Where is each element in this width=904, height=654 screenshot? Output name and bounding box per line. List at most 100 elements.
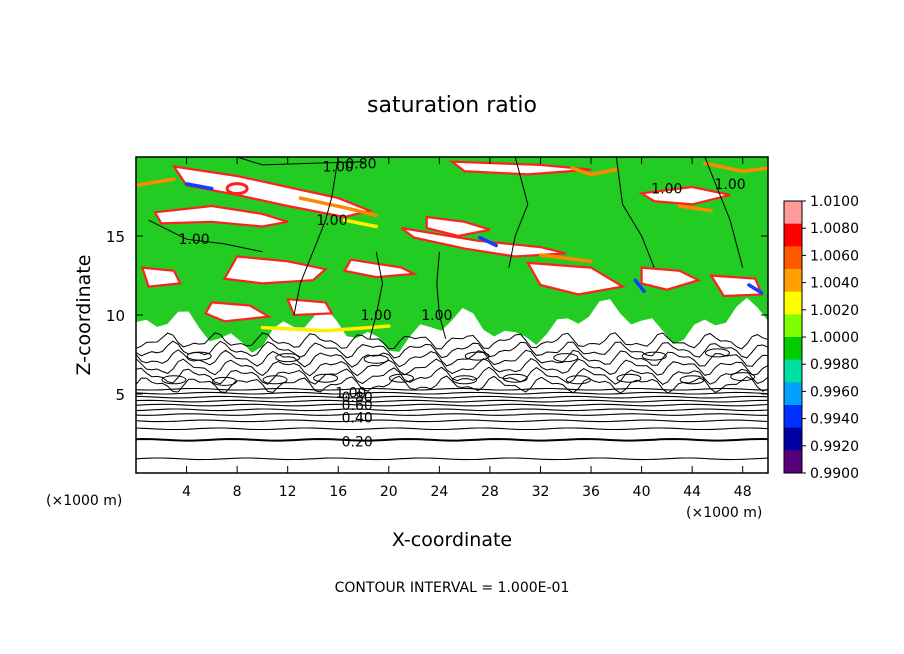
x-tick-label: 12 [279,484,297,500]
contour-line [436,251,447,339]
x-axis-label: X-coordinate [392,529,512,551]
contour-label: 1.00 [651,182,682,198]
contour-line [136,437,768,442]
subsaturated-patch [448,160,592,176]
contour-line [136,413,768,416]
contour-lines [136,157,768,461]
contour-eddy [363,354,389,364]
contour-line [136,427,768,431]
gradient-edge [570,166,619,177]
contour-eddy [553,353,579,363]
contour-line [136,403,768,407]
colorbar-label: 1.0100 [810,194,859,210]
subsaturated-patch [640,266,702,291]
colorbar-label: 1.0040 [810,276,859,292]
plot-area: 0.200.400.600.801.001.000.801.001.001.00… [135,156,769,474]
contour-label: 1.00 [323,159,354,175]
contour-label: 1.00 [361,308,392,324]
contour-eddy [275,353,301,363]
subsaturated-patch [286,297,334,317]
x-axis-ticks: 4 8 12 16 20 24 28 32 36 40 44 48 [182,157,752,500]
contour-label: 1.00 [316,213,347,229]
contour-eddy [679,375,705,385]
y-axis-label: Z-coordinate [73,255,95,376]
subsaturated-patch [140,266,182,288]
colorbar-swatch [784,246,802,270]
contour-eddy [502,373,528,383]
contour-eddy [388,373,414,383]
contour-line [615,157,655,268]
gradient-edge [478,235,498,248]
x-tick-label: 44 [683,484,701,500]
x-tick-label: 16 [329,484,347,500]
colorbar-swatch [784,382,802,406]
contour-line [704,157,744,268]
x-unit-left: (×1000 m) [46,493,122,509]
colorbar-label: 0.9920 [810,439,859,455]
contour-line [136,340,768,359]
contour-eddy [161,375,187,385]
contour-eddy [730,372,756,382]
gradient-edge [184,182,214,191]
contour-line [148,219,263,253]
colorbar-label: 0.9960 [810,384,859,400]
contour-line [136,399,768,403]
gradient-edge [260,324,391,333]
colorbar-swatch [784,291,802,315]
y-axis-ticks: 5 10 15 [106,228,768,404]
x-tick-label: 32 [532,484,550,500]
contour-eddy [211,376,237,386]
contour-label: 0.80 [342,390,373,406]
x-tick-label: 20 [380,484,398,500]
gradient-edge [633,278,646,294]
contour-line [136,391,768,395]
saturation-field [136,157,768,473]
subsaturated-patch [638,185,731,206]
contour-eddy [704,348,730,358]
gradient-edge [538,253,593,264]
colorbar-swatch [784,450,802,474]
x-tick-label: 48 [734,484,752,500]
chart-title: saturation ratio [367,93,537,118]
contour-interval-note: CONTOUR INTERVAL = 1.000E-01 [335,580,570,596]
contour-label: 0.40 [342,411,373,427]
x-tick-label: 4 [182,484,191,500]
colorbar-swatch [784,405,802,429]
gradient-edge [677,204,713,213]
contour-label: 0.60 [342,398,373,414]
gradient-edge [342,218,378,229]
contour-label: 1.00 [335,385,366,401]
colorbar-swatch [784,223,802,247]
contour-line [136,375,768,394]
gradient-edge [747,283,764,295]
contour-eddy [186,351,212,361]
contour-line [136,349,768,368]
subsaturated-patch [222,255,328,285]
contour-label: 1.00 [421,308,452,324]
contour-labels: 0.200.400.600.801.001.000.801.001.001.00… [179,156,746,450]
contour-line [293,157,339,316]
colorbar-label: 0.9980 [810,357,859,373]
contour-line [369,251,384,339]
y-tick-label: 10 [106,307,125,325]
y-tick-label: 5 [115,386,125,404]
colorbar-label: 1.0060 [810,248,859,264]
contour-line [136,357,768,377]
supersaturation-cell [225,182,249,196]
contour-label: 1.00 [714,177,745,193]
gradient-edge [136,177,176,188]
contour-eddy [616,373,642,383]
x-tick-label: 28 [481,484,499,500]
contour-eddy [313,373,339,383]
gradient-edge [298,196,378,218]
colorbar-swatch [784,359,802,383]
contour-line [136,419,768,423]
contour-label: 0.80 [345,156,376,172]
subsaturated-patch [425,215,491,238]
colorbar-label: 1.0020 [810,303,859,319]
subsaturated-patch [153,204,289,228]
colorbar-label: 1.0000 [810,330,859,346]
colorbar: 1.0100 1.0080 1.0060 1.0040 1.0020 1.0000 0.99… [783,194,859,482]
y-tick-label: 15 [106,228,125,246]
